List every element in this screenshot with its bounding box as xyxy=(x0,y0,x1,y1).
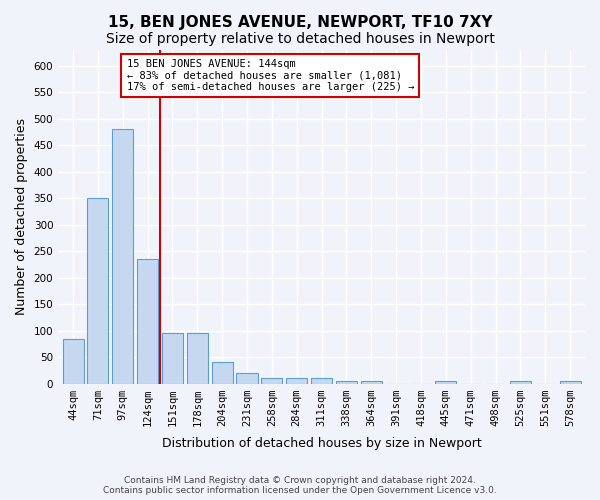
Bar xyxy=(62,338,83,384)
Bar xyxy=(88,198,109,384)
Text: 15, BEN JONES AVENUE, NEWPORT, TF10 7XY: 15, BEN JONES AVENUE, NEWPORT, TF10 7XY xyxy=(108,15,492,30)
Bar xyxy=(212,362,233,384)
Bar xyxy=(236,373,257,384)
Bar xyxy=(560,381,581,384)
Bar xyxy=(361,381,382,384)
Bar xyxy=(435,381,457,384)
Text: Contains HM Land Registry data © Crown copyright and database right 2024.
Contai: Contains HM Land Registry data © Crown c… xyxy=(103,476,497,495)
Text: 15 BEN JONES AVENUE: 144sqm
← 83% of detached houses are smaller (1,081)
17% of : 15 BEN JONES AVENUE: 144sqm ← 83% of det… xyxy=(127,59,414,92)
Bar xyxy=(336,381,357,384)
Bar xyxy=(262,378,283,384)
Bar xyxy=(162,333,183,384)
X-axis label: Distribution of detached houses by size in Newport: Distribution of detached houses by size … xyxy=(162,437,481,450)
Bar xyxy=(286,378,307,384)
Bar xyxy=(137,259,158,384)
Y-axis label: Number of detached properties: Number of detached properties xyxy=(15,118,28,316)
Text: Size of property relative to detached houses in Newport: Size of property relative to detached ho… xyxy=(106,32,494,46)
Bar xyxy=(311,378,332,384)
Bar xyxy=(187,333,208,384)
Bar xyxy=(112,130,133,384)
Bar xyxy=(510,381,531,384)
